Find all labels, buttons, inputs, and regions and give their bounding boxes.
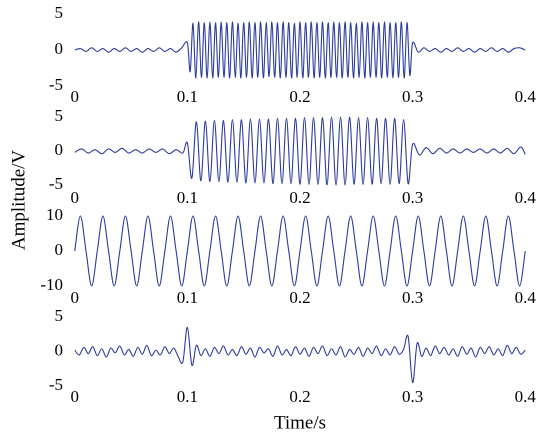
x-tick-label: 0.1 xyxy=(177,87,198,106)
x-tick-label: 0 xyxy=(71,87,80,106)
signal-line xyxy=(74,116,526,186)
x-tick-label: 0.4 xyxy=(515,288,537,307)
x-tick-label: 0.1 xyxy=(177,188,198,207)
x-tick-label: 0.3 xyxy=(402,87,423,106)
x-tick-label: 0.4 xyxy=(515,387,537,406)
x-tick-label: 0.1 xyxy=(177,387,198,406)
x-tick-label: 0.2 xyxy=(289,188,310,207)
x-tick-label: 0.3 xyxy=(402,288,423,307)
y-tick-label: 5 xyxy=(55,106,64,125)
y-tick-label: 10 xyxy=(46,205,63,224)
y-tick-label: 0 xyxy=(55,140,64,159)
x-tick-label: 0.1 xyxy=(177,288,198,307)
y-tick-label: 0 xyxy=(55,240,64,259)
x-tick-label: 0.2 xyxy=(289,387,310,406)
x-tick-label: 0 xyxy=(71,288,80,307)
y-axis-label: Amplitude/V xyxy=(8,150,29,251)
y-tick-label: -10 xyxy=(40,275,63,294)
x-tick-label: 0 xyxy=(71,188,80,207)
x-tick-label: 0.3 xyxy=(402,387,423,406)
y-tick-label: 5 xyxy=(55,306,64,325)
y-tick-label: -5 xyxy=(49,75,63,94)
signal-line xyxy=(74,215,526,287)
y-tick-label: -5 xyxy=(49,174,63,193)
x-tick-label: 0.2 xyxy=(289,288,310,307)
y-tick-label: -5 xyxy=(49,375,63,394)
x-tick-label: 0.4 xyxy=(515,188,537,207)
signal-line xyxy=(74,326,526,384)
signal-line xyxy=(74,21,526,79)
x-tick-label: 0 xyxy=(71,387,80,406)
x-tick-label: 0.3 xyxy=(402,188,423,207)
x-axis-label: Time/s xyxy=(274,412,326,433)
x-tick-label: 0.2 xyxy=(289,87,310,106)
y-tick-label: 0 xyxy=(55,340,64,359)
y-tick-label: 5 xyxy=(55,3,64,22)
y-tick-label: 0 xyxy=(55,39,64,58)
x-tick-label: 0.4 xyxy=(515,87,537,106)
